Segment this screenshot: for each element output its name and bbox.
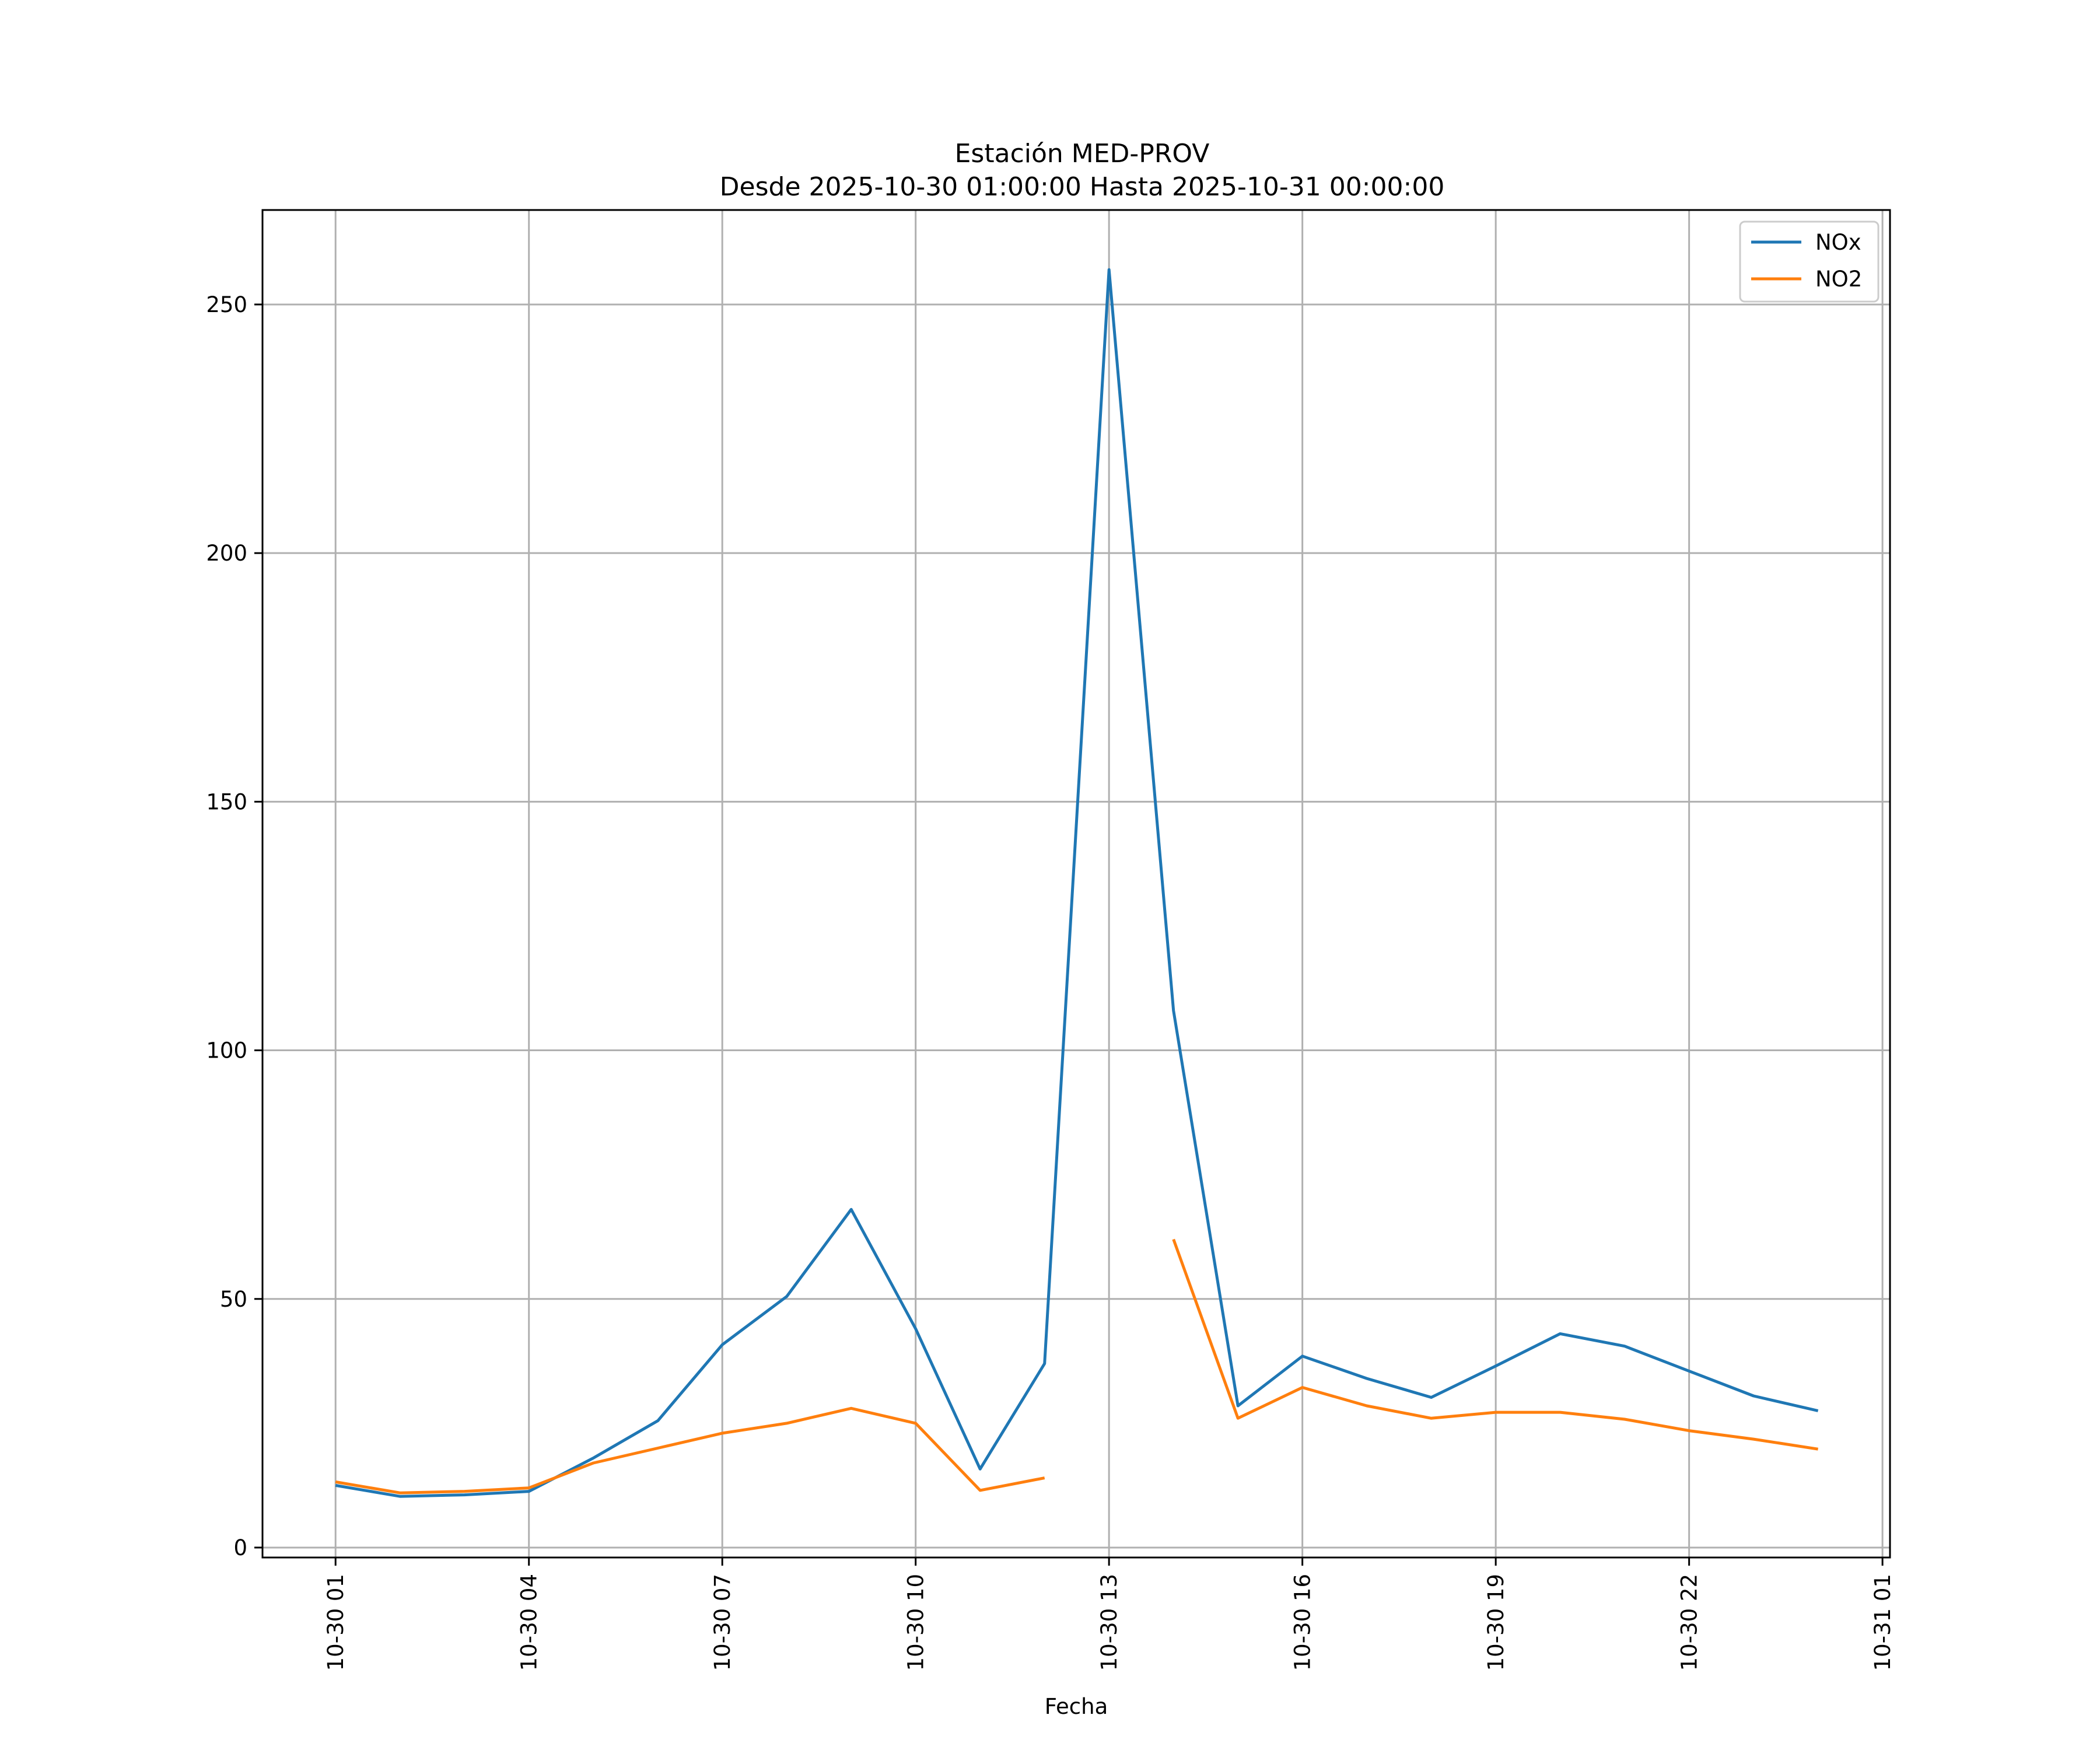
x-tick-label: 10-30 13 bbox=[1097, 1574, 1122, 1671]
series-line-no2 bbox=[335, 1238, 1818, 1494]
x-tick-label: 10-30 16 bbox=[1290, 1574, 1315, 1671]
plot-frame bbox=[261, 209, 1891, 1559]
x-tick-label: 10-31 01 bbox=[1870, 1574, 1895, 1671]
axis-ticks: 10-30 01 10-30 04 10-30 07 10-30 10 10-30 13… bbox=[206, 292, 1895, 1671]
x-tick-label: 10-30 10 bbox=[904, 1574, 929, 1671]
legend-label-no2: NO2 bbox=[1815, 267, 1862, 292]
x-tick-label: 10-30 04 bbox=[517, 1574, 542, 1671]
legend-label-nox: NOx bbox=[1815, 230, 1861, 255]
y-tick-label: 200 bbox=[206, 541, 247, 566]
y-tick-label: 50 bbox=[220, 1287, 247, 1312]
legend: NOx NO2 bbox=[1739, 220, 1880, 303]
x-tick-label: 10-30 07 bbox=[710, 1574, 735, 1671]
x-tick-label: 10-30 01 bbox=[323, 1574, 348, 1671]
x-tick-label: 10-30 19 bbox=[1483, 1574, 1508, 1671]
x-tick-label: 10-30 22 bbox=[1677, 1574, 1702, 1671]
y-tick-label: 150 bbox=[206, 789, 247, 814]
x-axis-label: Fecha bbox=[1045, 1694, 1108, 1719]
chart-title: Estación MED-PROV bbox=[955, 139, 1210, 169]
y-tick-label: 250 bbox=[206, 292, 247, 317]
series-lines bbox=[335, 268, 1819, 1498]
chart-subtitle: Desde 2025-10-30 01:00:00 Hasta 2025-10-… bbox=[720, 172, 1445, 202]
y-tick-label: 100 bbox=[206, 1038, 247, 1063]
y-tick-label: 0 bbox=[233, 1535, 247, 1560]
series-line-nox bbox=[335, 268, 1819, 1498]
